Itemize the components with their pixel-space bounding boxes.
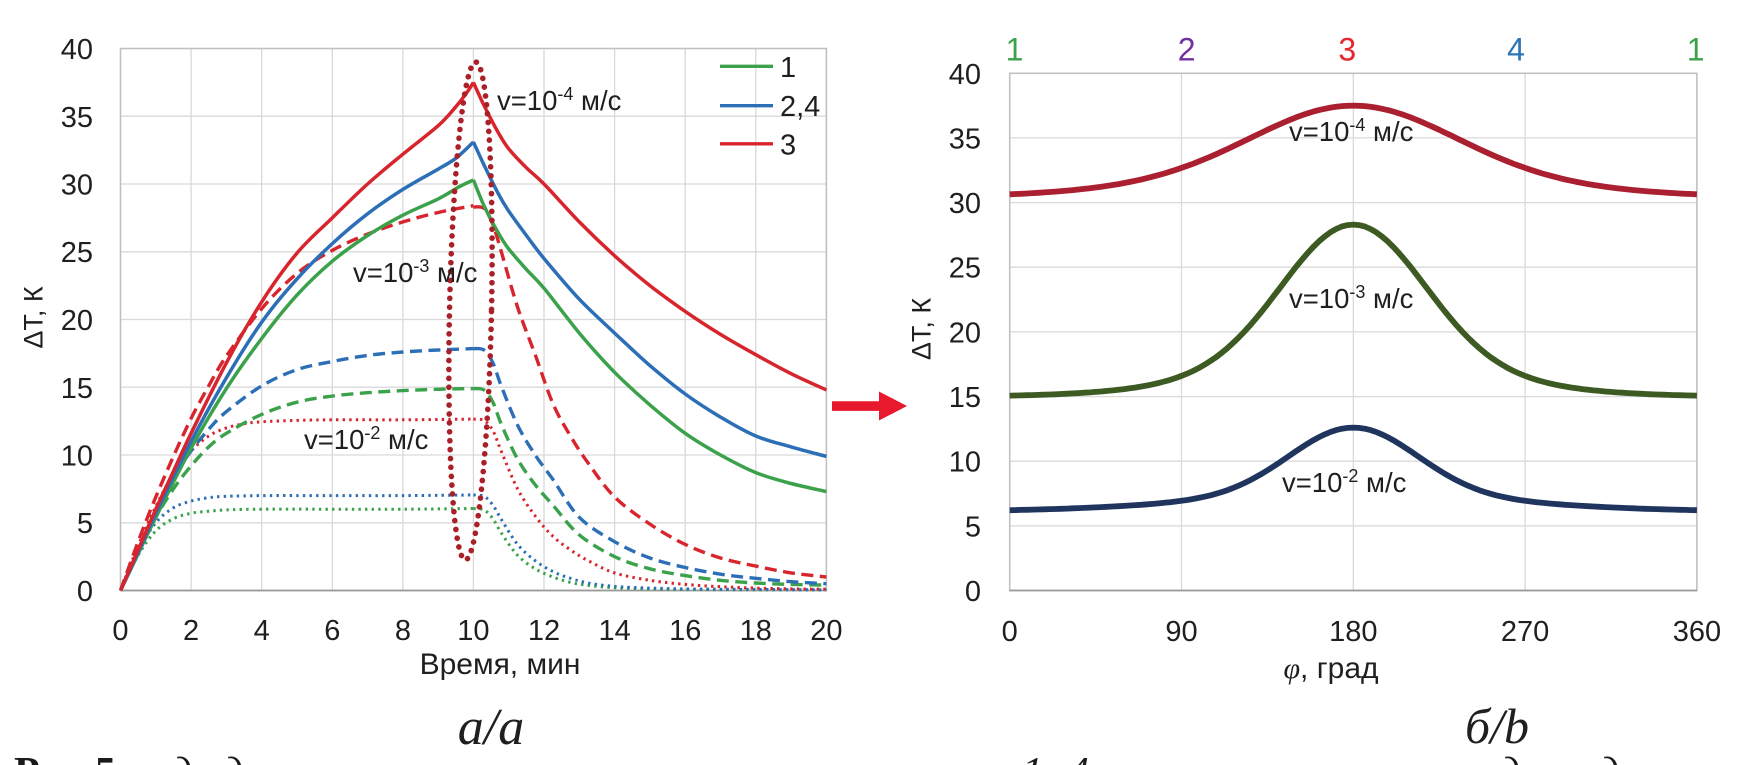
svg-text:16: 16 (669, 615, 701, 647)
svg-text:1: 1 (1022, 750, 1043, 765)
svg-text:35: 35 (949, 123, 981, 155)
svg-text:20: 20 (61, 305, 93, 337)
svg-text:360: 360 (1673, 616, 1721, 648)
svg-text:20: 20 (810, 615, 842, 647)
svg-text:ΔT, К: ΔT, К (19, 286, 49, 349)
svg-text:30: 30 (949, 188, 981, 220)
svg-text:35: 35 (61, 102, 93, 134)
svg-text:φ, град: φ, град (1283, 652, 1378, 685)
svg-text:0: 0 (965, 576, 981, 608)
svg-text:3: 3 (780, 129, 796, 161)
svg-text:1: 1 (780, 52, 796, 84)
svg-text:10: 10 (949, 447, 981, 479)
svg-text:10: 10 (457, 615, 489, 647)
svg-text:10: 10 (61, 441, 93, 473)
svg-text:2: 2 (183, 615, 199, 647)
svg-text:v=10-3 м/с: v=10-3 м/с (353, 256, 478, 288)
svg-text:0: 0 (1002, 616, 1018, 648)
svg-text:б/b: б/b (1465, 698, 1529, 754)
svg-text:а/а: а/а (458, 699, 524, 756)
svg-text:1: 1 (1006, 32, 1024, 68)
svg-text:датчиков температуры при скоро: датчиков температуры при скорости потока… (222, 750, 1068, 765)
svg-text:15: 15 (949, 382, 981, 414)
svg-text:25: 25 (949, 253, 981, 285)
svg-text:4: 4 (1507, 32, 1525, 68)
svg-text:8: 8 (395, 615, 411, 647)
svg-text:20: 20 (949, 317, 981, 349)
svg-text:2: 2 (1178, 32, 1196, 68)
svg-text:0: 0 (112, 615, 128, 647)
svg-text:6: 6 (324, 615, 340, 647)
svg-text:25: 25 (61, 237, 93, 269)
svg-text:Рис.: Рис. (14, 750, 93, 765)
svg-text:датчиков: датчиков (1499, 750, 1670, 765)
svg-text:ΔT, К: ΔT, К (907, 298, 937, 361)
svg-text:90: 90 (1165, 616, 1197, 648)
svg-text:2,4: 2,4 (780, 91, 820, 123)
svg-text:15: 15 (61, 373, 93, 405)
svg-text:4: 4 (254, 615, 270, 647)
svg-text:12: 12 (528, 615, 560, 647)
svg-text:40: 40 (949, 59, 981, 91)
svg-text:270: 270 (1501, 616, 1549, 648)
svg-text:5: 5 (965, 511, 981, 543)
svg-text:180: 180 (1329, 616, 1377, 648)
svg-text:30: 30 (61, 170, 93, 202)
svg-text:14: 14 (598, 615, 630, 647)
svg-text:Время, мин: Время, мин (420, 648, 581, 681)
svg-text:18: 18 (740, 615, 772, 647)
svg-text:5: 5 (77, 508, 93, 540)
svg-text:v=10-2 м/с: v=10-2 м/с (304, 423, 429, 455)
svg-text:40: 40 (61, 34, 93, 66)
svg-text:-: - (1043, 750, 1057, 765)
svg-text:0: 0 (77, 576, 93, 608)
svg-text:v=10-3 м/с: v=10-3 м/с (1289, 282, 1414, 314)
svg-text:— номера температурных: — номера температурных (1098, 750, 1578, 765)
svg-text:4: 4 (1068, 750, 1089, 765)
svg-text:датчик: датчик (1598, 750, 1732, 765)
svg-text:5.: 5. (95, 750, 127, 765)
svg-text:3: 3 (1338, 32, 1356, 68)
svg-text:датчика: датчика (171, 750, 324, 765)
svg-text:1: 1 (1687, 32, 1705, 68)
